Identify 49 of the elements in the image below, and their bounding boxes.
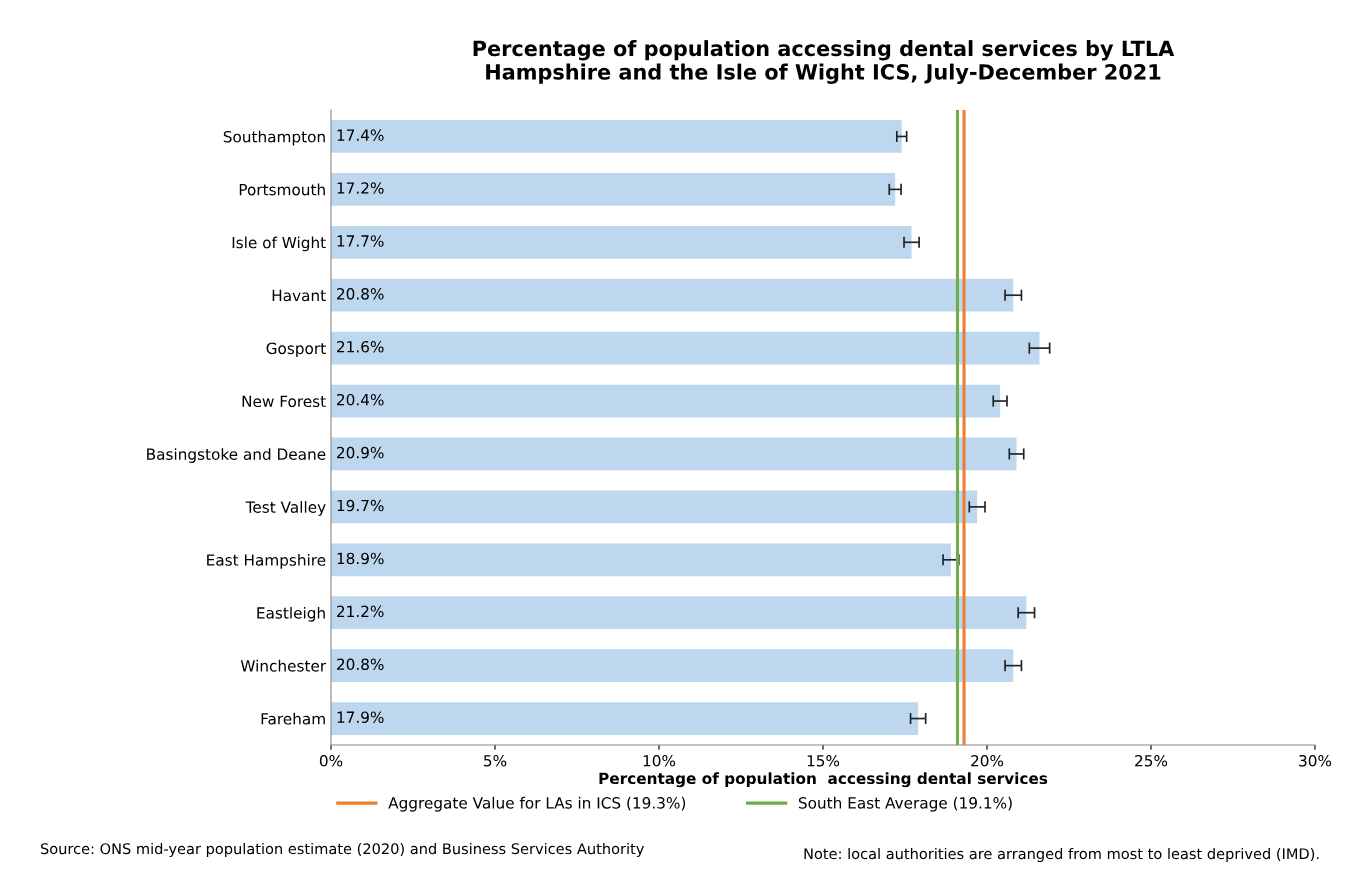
- bar: [331, 172, 896, 206]
- data-label: 21.6%: [337, 341, 384, 353]
- x-tick-label: 5%: [484, 754, 507, 767]
- x-tick-label: 25%: [1135, 754, 1168, 767]
- data-label: 20.8%: [337, 658, 384, 671]
- chart-title: Percentage of population accessing dental services by LTLA Hampshire and the Isle of Wight ICS, July-December 2021: [473, 40, 1175, 84]
- bar: [331, 225, 912, 259]
- bar: [331, 702, 919, 735]
- legend-label: Aggregate Value for LAs in ICS (19.3%): [388, 796, 686, 812]
- y-tick-label: Test Valley: [245, 501, 326, 516]
- data-label: 17.4%: [337, 129, 384, 141]
- y-tick-label: Havant: [272, 289, 326, 302]
- y-tick-label: East Hampshire: [207, 553, 326, 569]
- bar: [331, 596, 1027, 630]
- x-axis-title: Percentage of population accessing dental services: [599, 772, 1048, 788]
- data-label: 20.4%: [337, 393, 384, 406]
- y-tick-label: Basingstoke and Deane: [147, 448, 326, 463]
- y-tick-label: Southampton: [223, 130, 325, 146]
- data-label: 21.2%: [337, 605, 384, 618]
- y-tick-label: Winchester: [240, 659, 327, 672]
- data-label: 17.9%: [337, 711, 384, 723]
- y-tick-label: Fareham: [261, 712, 325, 725]
- bar: [331, 384, 1001, 418]
- y-tick-label: Gosport: [266, 342, 326, 358]
- data-label: 17.7%: [337, 235, 384, 247]
- data-label: 18.9%: [337, 552, 384, 565]
- x-tick-label: 20%: [971, 754, 1004, 767]
- x-tick-label: 10%: [643, 754, 676, 767]
- bar: [331, 120, 902, 153]
- bar: [331, 331, 1040, 365]
- y-tick-label: New Forest: [242, 395, 326, 408]
- legend-label: South East Average (19.1%): [798, 796, 1012, 812]
- y-tick-label: Isle of Wight: [232, 236, 326, 252]
- x-tick-label: 15%: [807, 754, 840, 767]
- bar: [331, 278, 1014, 312]
- data-label: 20.9%: [337, 446, 384, 459]
- text: Note: local authorities are arranged from most to least deprived (IMD).: [804, 847, 1319, 863]
- y-tick-label: Eastleigh: [257, 606, 325, 622]
- bar: [331, 649, 1014, 683]
- data-label: 19.7%: [337, 499, 384, 512]
- x-tick-label: 30%: [1299, 754, 1332, 767]
- bar: [331, 437, 1017, 471]
- data-label: 20.8%: [337, 288, 384, 300]
- data-label: 17.2%: [337, 182, 384, 194]
- y-tick-label: Portsmouth: [239, 183, 325, 196]
- bar: [331, 490, 978, 524]
- source-note: Source: ONS mid-year population estimate (2020) and Business Services Authority: [40, 842, 644, 858]
- x-tick-label: 0%: [319, 754, 343, 767]
- bar: [331, 543, 951, 577]
